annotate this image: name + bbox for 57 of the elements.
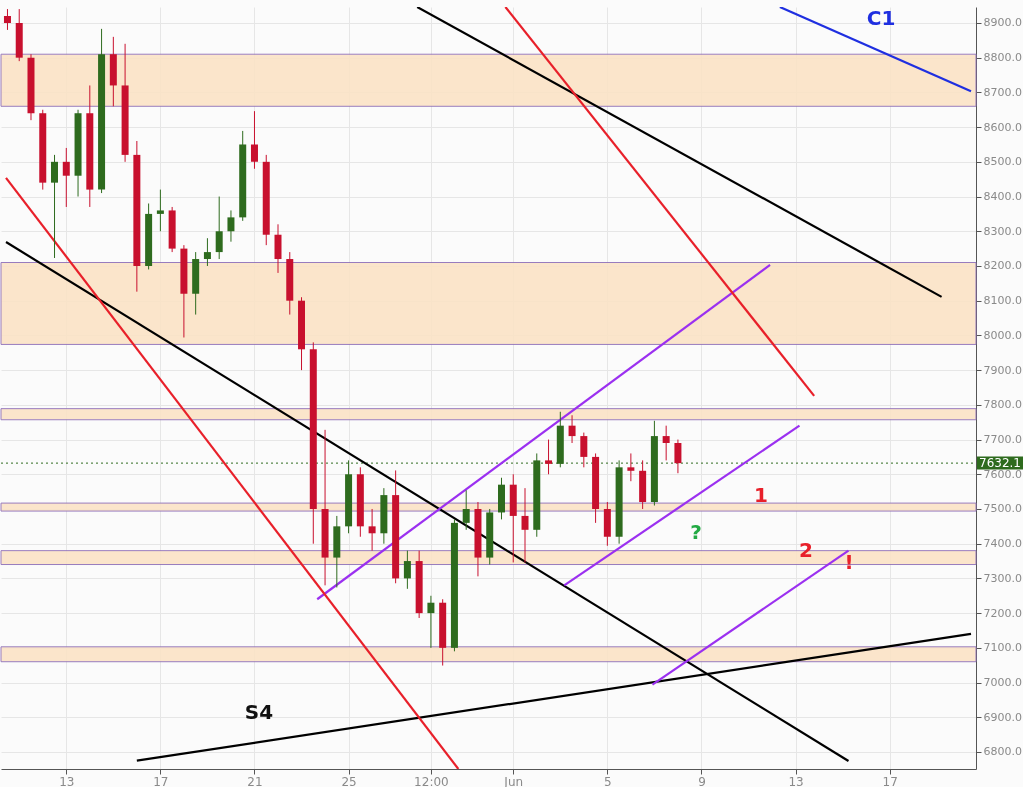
candlestick [227,209,235,243]
candlestick [568,414,576,444]
candlestick [627,452,635,482]
candlestick [580,432,588,468]
annotation: 2 [799,538,813,562]
y-tick-label: 7100.0 [983,641,1022,655]
annotation: 1 [754,483,768,507]
y-tick-label: 7200.0 [983,606,1022,620]
candlestick [662,425,670,461]
candlestick [521,487,529,563]
x-tick-label: 9 [698,774,706,789]
candlestick [462,489,470,531]
candlestick [403,550,411,590]
y-tick-label: 8300.0 [983,224,1022,238]
y-tick-label: 8800.0 [983,51,1022,65]
y-tick-label: 7900.0 [983,363,1022,377]
y-tick-label: 8100.0 [983,294,1022,308]
y-tick-label: 8000.0 [983,328,1022,342]
y-tick-label: 7000.0 [983,676,1022,690]
y-tick-label: 7700.0 [983,433,1022,447]
candlestick [368,508,376,552]
x-tick-label: 12:00 [414,774,449,789]
y-tick-label: 7300.0 [983,571,1022,585]
x-tick-label: 13 [788,774,804,789]
y-tick-label: 8600.0 [983,120,1022,134]
x-tick-label: 5 [604,774,612,789]
candlestick [427,595,435,649]
candlestick [156,189,164,232]
y-tick-label: 8400.0 [983,190,1022,204]
candlestick [62,147,70,208]
x-tick-label: 21 [247,774,263,789]
ref-line-label: 7632.1 [979,456,1021,471]
y-tick-label: 6800.0 [983,745,1022,759]
candlestick [545,439,553,475]
candlestick [3,8,11,31]
x-tick-label: 17 [882,774,898,789]
candlestick [51,154,59,259]
x-tick-label: 17 [153,774,169,789]
x-tick-label: 25 [341,774,357,789]
x-tick-label: Jun [503,774,524,789]
annotation: ? [690,520,702,544]
y-tick-label: 7400.0 [983,537,1022,551]
y-tick-label: 8200.0 [983,259,1022,273]
y-tick-label: 7500.0 [983,502,1022,516]
annotation: S4 [244,700,274,724]
candlestick [250,110,258,170]
candlestick [674,439,682,474]
y-tick-label: 8700.0 [983,85,1022,99]
y-tick-label: 8900.0 [983,16,1022,30]
annotation: C1 [866,6,896,30]
candlestick [203,237,211,267]
y-tick-label: 8500.0 [983,155,1022,169]
annotation: ! [844,550,854,574]
candlestick [215,196,223,260]
y-tick-label: 7800.0 [983,398,1022,412]
y-tick-label: 6900.0 [983,710,1022,724]
x-tick-label: 13 [59,774,75,789]
